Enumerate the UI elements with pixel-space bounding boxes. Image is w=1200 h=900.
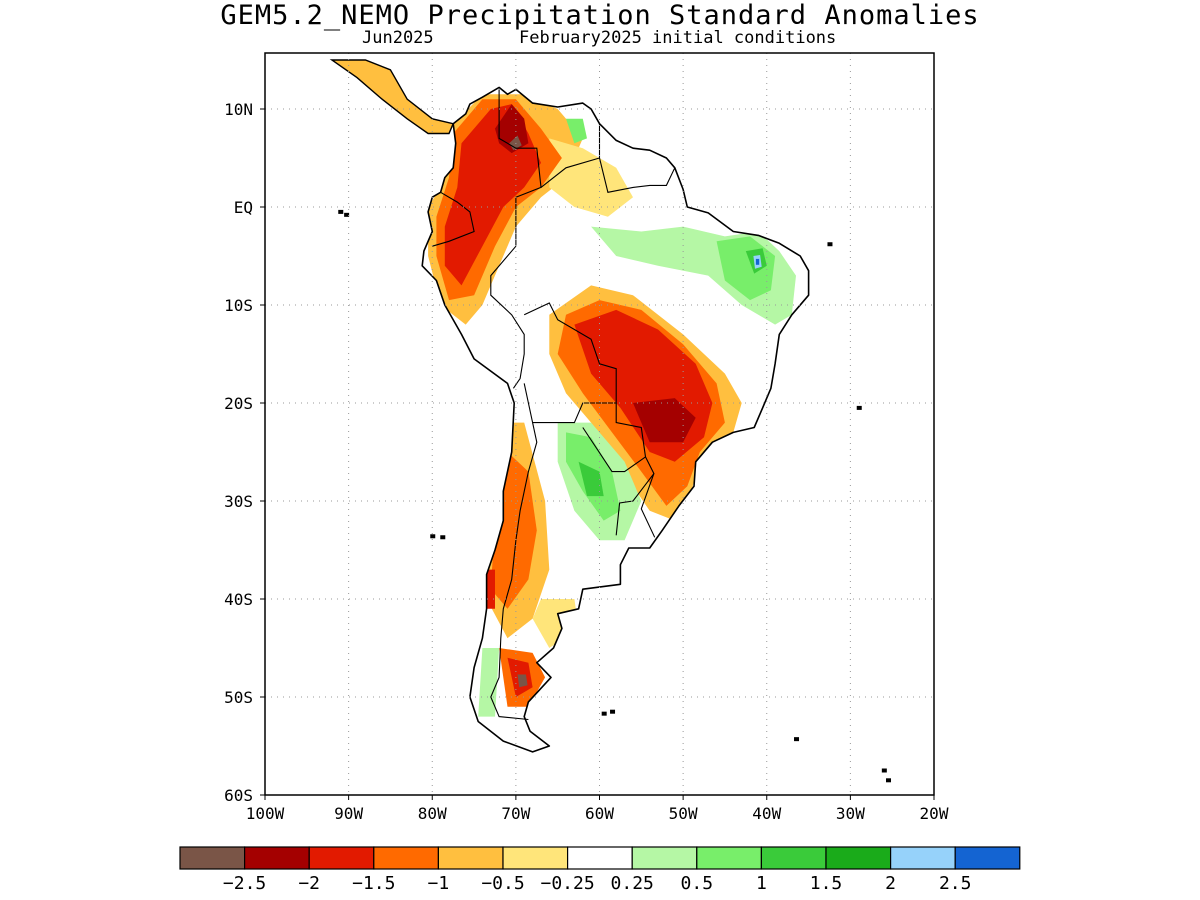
initial-conditions: February2025 initial conditions: [519, 28, 837, 48]
island-mark: [430, 534, 436, 539]
lat-tick-label: 40S: [224, 590, 253, 609]
country-border: [615, 456, 655, 536]
island-mark: [344, 212, 350, 217]
colorbar-swatch: [631, 846, 698, 870]
coastline-and-borders: [329, 59, 892, 783]
colorbar-swatch: [760, 846, 827, 870]
colorbar-swatch: [825, 846, 892, 870]
lat-tick-label: 60S: [224, 786, 253, 805]
island-mark: [794, 737, 800, 742]
country-border: [490, 245, 525, 389]
island-mark: [881, 768, 887, 773]
anomaly-patch: [578, 461, 604, 497]
colorbar-label: 2.5: [939, 873, 972, 894]
island-mark: [440, 535, 446, 540]
lon-tick-label: 90W: [334, 804, 363, 823]
colorbar-label: −1.5: [352, 873, 395, 894]
colorbar-swatch: [696, 846, 762, 870]
colorbar-swatch: [308, 846, 375, 870]
colorbar-swatch: [566, 846, 633, 870]
anomaly-patch: [633, 398, 696, 443]
colorbar-swatch: [502, 846, 569, 870]
island-mark: [827, 242, 833, 247]
lon-tick-label: 100W: [246, 804, 285, 823]
colorbar-label: 1: [756, 873, 767, 894]
lat-tick-label: 20S: [224, 394, 253, 413]
axis-ticks: 100W 90W 80W 70W 60W 50W 40W 30W 20W 10N EQ 10S 20S 3…: [224, 100, 949, 823]
colorbar-swatch: [954, 846, 1021, 870]
lon-tick-label: 40W: [752, 804, 781, 823]
colorbar-swatch: [437, 846, 504, 870]
country-border: [640, 473, 656, 538]
anomaly-patch: [755, 258, 760, 265]
country-border: [490, 422, 538, 721]
colorbar-swatch: [889, 846, 956, 870]
island-mark: [338, 209, 344, 214]
anomaly-patch: [566, 118, 587, 144]
forecast-month: Jun2025: [362, 28, 434, 48]
colorbar-label: −0.5: [481, 873, 524, 894]
graticule: [265, 53, 934, 795]
country-border: [523, 302, 617, 424]
colorbar-swatch: [373, 846, 439, 870]
lat-tick-label: 50S: [224, 688, 253, 707]
country-border: [432, 191, 475, 247]
map-title: GEM5.2_NEMO Precipitation Standard Anoma…: [220, 0, 980, 31]
anomaly-patch: [549, 138, 633, 217]
central-america-coastline: [329, 59, 455, 135]
colorbar-label: −2: [298, 873, 320, 894]
lon-tick-label: 50W: [669, 804, 698, 823]
colorbar-label: 2: [885, 873, 896, 894]
colorbar: −2.5 −2 −1.5 −1 −0.5 −0.25 0.25 0.5 1 1.5 2 2.5: [179, 846, 1021, 894]
island-mark: [856, 405, 862, 410]
colorbar-swatch: [179, 846, 246, 870]
lat-tick-label: EQ: [234, 198, 253, 217]
colorbar-label: 0.25: [611, 873, 654, 894]
central-america-anomaly: [331, 60, 454, 134]
lat-tick-label: 30S: [224, 492, 253, 511]
lat-tick-label: 10N: [224, 100, 253, 119]
island-mark: [886, 778, 892, 783]
country-border: [540, 123, 601, 188]
lon-tick-label: 70W: [501, 804, 530, 823]
lon-tick-label: 60W: [585, 804, 614, 823]
island-mark: [601, 711, 607, 716]
lon-tick-label: 20W: [920, 804, 949, 823]
island-mark: [610, 709, 616, 714]
lon-tick-label: 30W: [836, 804, 865, 823]
lat-tick-label: 10S: [224, 296, 253, 315]
anomaly-patch: [478, 648, 500, 717]
anomaly-patch: [517, 674, 528, 688]
colorbar-swatch: [244, 846, 310, 870]
south-america-coastline: [421, 86, 810, 753]
country-border: [598, 157, 676, 193]
colorbar-label: 1.5: [810, 873, 843, 894]
colorbar-label: −2.5: [223, 873, 266, 894]
colorbar-label: −0.25: [541, 873, 595, 894]
colorbar-label: 0.5: [681, 873, 714, 894]
lon-tick-label: 80W: [418, 804, 447, 823]
colorbar-label: −1: [428, 873, 450, 894]
